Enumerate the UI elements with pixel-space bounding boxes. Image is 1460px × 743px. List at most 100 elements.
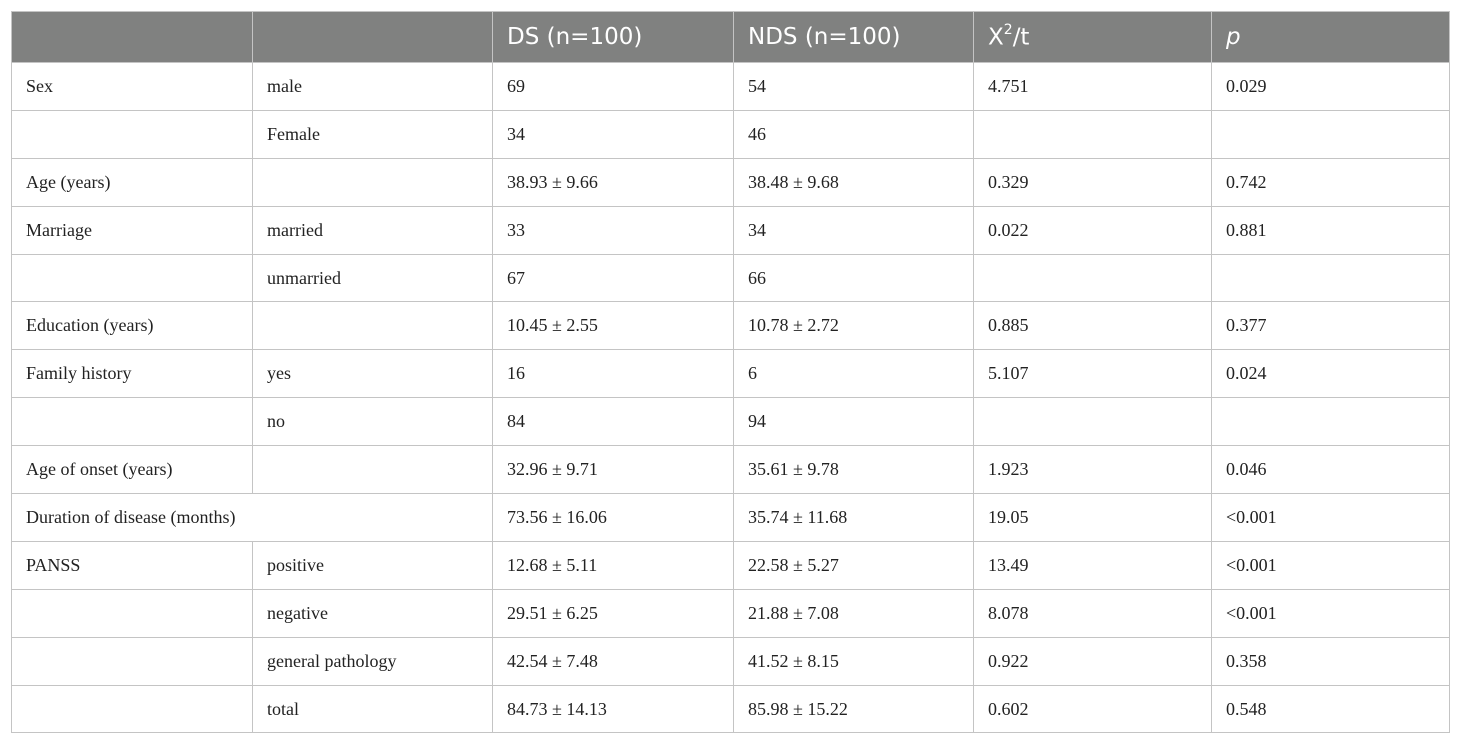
- cell-ds-value: 69: [492, 62, 734, 111]
- cell-p-value: 0.029: [1211, 62, 1450, 111]
- cell-category: Female: [252, 109, 493, 159]
- table-row: Age (years) 38.93 ± 9.66 38.48 ± 9.68 0.329…: [11, 157, 1450, 207]
- cell-nds-value: 54: [733, 62, 974, 111]
- table-row: Education (years) 10.45 ± 2.55 10.78 ± 2.7…: [11, 301, 1450, 351]
- cell-nds-value: 21.88 ± 7.08: [733, 588, 974, 638]
- cell-variable: [11, 109, 253, 159]
- cell-category: [252, 445, 493, 495]
- demographics-table: DS (n=100) NDS (n=100) X2/t p Sex male 69 5…: [11, 11, 1450, 734]
- cell-category: [252, 301, 493, 351]
- cell-variable: [11, 253, 253, 303]
- cell-ds-value: 10.45 ± 2.55: [492, 301, 734, 351]
- cell-p-value: <0.001: [1211, 540, 1450, 590]
- cell-category: negative: [252, 588, 493, 638]
- cell-statistic: [973, 109, 1212, 159]
- table-row: total 84.73 ± 14.13 85.98 ± 15.22 0.602 0.54…: [11, 684, 1450, 734]
- cell-p-value: <0.001: [1211, 588, 1450, 638]
- cell-statistic: 8.078: [973, 588, 1212, 638]
- cell-nds-value: 35.74 ± 11.68: [733, 493, 974, 542]
- cell-p-value: <0.001: [1211, 493, 1450, 542]
- header-chi-base: X: [988, 24, 1004, 51]
- cell-variable: Family history: [11, 349, 253, 399]
- cell-variable: Age of onset (years): [11, 445, 253, 495]
- cell-p-value: 0.358: [1211, 636, 1450, 686]
- cell-nds-value: 35.61 ± 9.78: [733, 445, 974, 495]
- cell-variable: [11, 588, 253, 638]
- table-row: negative 29.51 ± 6.25 21.88 ± 7.08 8.078 <0.…: [11, 588, 1450, 638]
- cell-nds-value: 85.98 ± 15.22: [733, 684, 974, 734]
- cell-statistic: [973, 253, 1212, 303]
- cell-nds-value: 66: [733, 253, 974, 303]
- cell-variable: [11, 636, 253, 686]
- cell-nds-value: 6: [733, 349, 974, 399]
- cell-category: [252, 157, 493, 207]
- cell-p-value: 0.024: [1211, 349, 1450, 399]
- header-blank-2: [252, 11, 493, 63]
- cell-variable: PANSS: [11, 540, 253, 590]
- cell-statistic: 0.922: [973, 636, 1212, 686]
- table-row: Age of onset (years) 32.96 ± 9.71 35.61 ± …: [11, 445, 1450, 495]
- table-row: PANSS positive 12.68 ± 5.11 22.58 ± 5.27 13.…: [11, 540, 1450, 590]
- cell-category: total: [252, 684, 493, 734]
- cell-category: married: [252, 205, 493, 255]
- cell-category: no: [252, 397, 493, 447]
- cell-variable: [11, 397, 253, 447]
- cell-nds-value: 34: [733, 205, 974, 255]
- cell-ds-value: 84.73 ± 14.13: [492, 684, 734, 734]
- cell-statistic: 0.022: [973, 205, 1212, 255]
- table-row: Family history yes 16 6 5.107 0.024: [11, 349, 1450, 399]
- table-row: Marriage married 33 34 0.022 0.881: [11, 205, 1450, 255]
- cell-statistic: 4.751: [973, 62, 1212, 111]
- cell-ds-value: 34: [492, 109, 734, 159]
- cell-category: positive: [252, 540, 493, 590]
- cell-p-value: 0.881: [1211, 205, 1450, 255]
- table-row: Female 34 46: [11, 109, 1450, 159]
- cell-category: general pathology: [252, 636, 493, 686]
- cell-statistic: [973, 397, 1212, 447]
- cell-nds-value: 46: [733, 109, 974, 159]
- cell-p-value: [1211, 109, 1450, 159]
- table-row: Duration of disease (months) 73.56 ± 16.0…: [11, 493, 1450, 542]
- cell-statistic: 13.49: [973, 540, 1212, 590]
- cell-nds-value: 38.48 ± 9.68: [733, 157, 974, 207]
- cell-ds-value: 38.93 ± 9.66: [492, 157, 734, 207]
- cell-variable: Sex: [11, 62, 253, 111]
- cell-statistic: 19.05: [973, 493, 1212, 542]
- cell-variable: Age (years): [11, 157, 253, 207]
- cell-category: male: [252, 62, 493, 111]
- cell-statistic: 0.602: [973, 684, 1212, 734]
- cell-variable: Duration of disease (months): [11, 493, 493, 542]
- cell-p-value: [1211, 397, 1450, 447]
- cell-ds-value: 12.68 ± 5.11: [492, 540, 734, 590]
- table-row: Sex male 69 54 4.751 0.029: [11, 62, 1450, 111]
- cell-category: unmarried: [252, 253, 493, 303]
- cell-nds-value: 22.58 ± 5.27: [733, 540, 974, 590]
- cell-p-value: 0.742: [1211, 157, 1450, 207]
- header-nds: NDS (n=100): [733, 11, 974, 63]
- cell-statistic: 5.107: [973, 349, 1212, 399]
- cell-ds-value: 67: [492, 253, 734, 303]
- cell-nds-value: 94: [733, 397, 974, 447]
- cell-ds-value: 33: [492, 205, 734, 255]
- header-ds: DS (n=100): [492, 11, 734, 63]
- cell-ds-value: 32.96 ± 9.71: [492, 445, 734, 495]
- cell-variable: Education (years): [11, 301, 253, 351]
- header-blank-1: [11, 11, 253, 63]
- cell-ds-value: 42.54 ± 7.48: [492, 636, 734, 686]
- cell-category: yes: [252, 349, 493, 399]
- table-body: Sex male 69 54 4.751 0.029 Female 34 46 Age (year…: [11, 62, 1450, 734]
- cell-ds-value: 84: [492, 397, 734, 447]
- cell-variable: Marriage: [11, 205, 253, 255]
- cell-p-value: 0.548: [1211, 684, 1450, 734]
- cell-ds-value: 29.51 ± 6.25: [492, 588, 734, 638]
- cell-statistic: 1.923: [973, 445, 1212, 495]
- table-row: general pathology 42.54 ± 7.48 41.52 ± 8.1…: [11, 636, 1450, 686]
- cell-p-value: 0.046: [1211, 445, 1450, 495]
- cell-p-value: 0.377: [1211, 301, 1450, 351]
- cell-nds-value: 10.78 ± 2.72: [733, 301, 974, 351]
- cell-statistic: 0.885: [973, 301, 1212, 351]
- cell-statistic: 0.329: [973, 157, 1212, 207]
- table-row: unmarried 67 66: [11, 253, 1450, 303]
- header-chi-superscript: 2: [1003, 21, 1013, 38]
- cell-ds-value: 16: [492, 349, 734, 399]
